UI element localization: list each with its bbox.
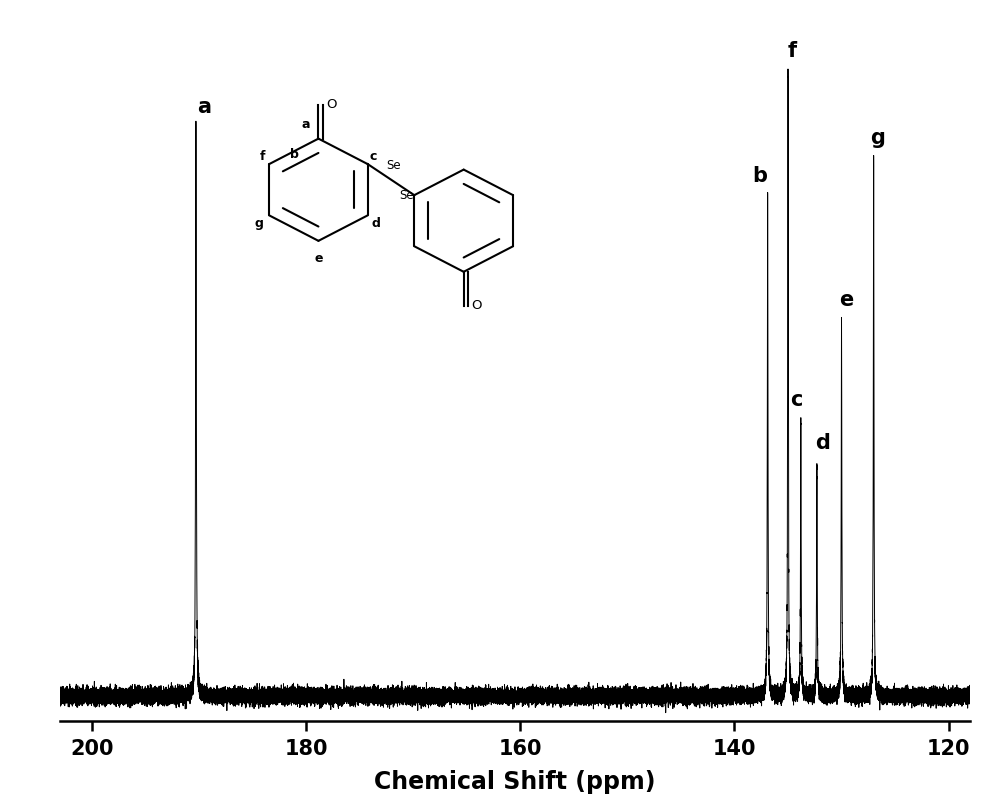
Text: a: a [198,98,212,118]
Text: e: e [839,290,853,310]
Text: f: f [788,42,797,62]
Text: c: c [790,390,803,410]
Text: g: g [870,128,885,148]
Text: b: b [753,166,768,186]
X-axis label: Chemical Shift (ppm): Chemical Shift (ppm) [374,770,656,794]
Text: d: d [815,433,830,453]
